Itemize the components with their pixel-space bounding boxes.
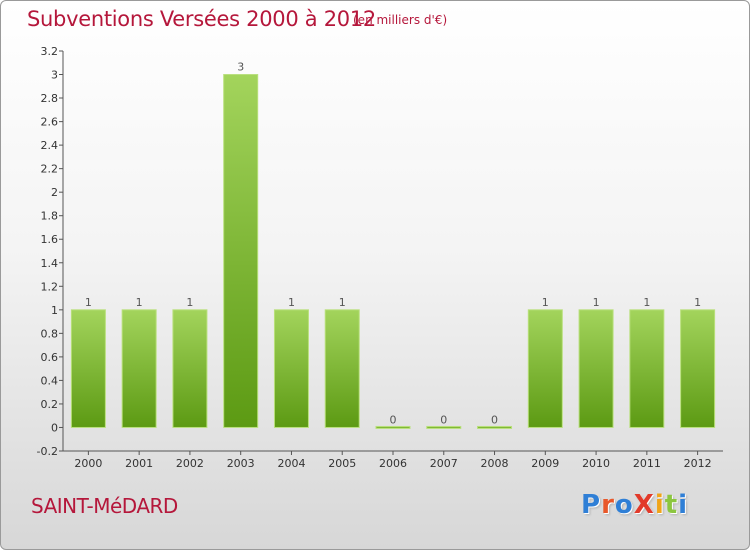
y-tick-label: 3 [51, 69, 58, 82]
bar-value-label: 1 [593, 296, 600, 309]
y-tick-label: 1.4 [41, 257, 59, 270]
x-tick-label: 2012 [684, 457, 712, 470]
bar-value-label: 3 [237, 61, 244, 74]
bar[interactable] [273, 309, 309, 428]
bar[interactable] [578, 309, 614, 428]
value-labels: 1 1 1 3 1 1 0 0 0 1 1 1 1 [85, 61, 701, 427]
y-tick-label: 0 [51, 421, 58, 434]
chart-title: Subventions Versées 2000 à 2012 [27, 7, 376, 31]
logo-letter: i [678, 490, 689, 520]
bar[interactable] [426, 425, 462, 429]
y-tick-label: 0.2 [41, 398, 59, 411]
bar-value-label: 0 [440, 413, 447, 426]
x-tick-label: 2001 [125, 457, 153, 470]
y-tick-label: 1.6 [41, 233, 59, 246]
x-tick-label: 2003 [227, 457, 255, 470]
y-axis: -0.2 0 0.2 0.4 0.6 0.8 1 1.2 1.4 1.6 1.8 2 2.2 2.4 2.6… [37, 45, 64, 458]
x-tick-label: 2007 [430, 457, 458, 470]
y-tick-label: 1 [51, 304, 58, 317]
commune-name: SAINT-MéDARD [31, 494, 178, 518]
logo-letter: X [633, 490, 655, 520]
y-tick-label: 2.8 [41, 92, 59, 105]
bar[interactable] [375, 425, 411, 429]
x-tick-label: 2004 [277, 457, 305, 470]
bar[interactable] [324, 309, 360, 428]
bar[interactable] [70, 309, 106, 428]
bar-value-label: 1 [694, 296, 701, 309]
bar-value-label: 1 [186, 296, 193, 309]
bar[interactable] [680, 309, 716, 428]
logo-letter: r [601, 490, 615, 520]
bar[interactable] [629, 309, 665, 428]
y-tick-label: 1.8 [41, 210, 59, 223]
y-tick-label: 2 [51, 186, 58, 199]
x-tick-label: 2008 [481, 457, 509, 470]
x-tick-label: 2006 [379, 457, 407, 470]
logo-letter: t [664, 490, 679, 520]
y-tick-label: 0.6 [41, 351, 59, 364]
bar-value-label: 1 [85, 296, 92, 309]
bar-value-label: 0 [390, 413, 397, 426]
y-tick-label: 1.2 [41, 280, 59, 293]
y-tick-label: 3.2 [41, 45, 59, 58]
logo-letter: o [614, 490, 634, 520]
x-axis: 2000 2001 2002 2003 2004 2005 2006 2007 2008 2009… [63, 450, 723, 470]
x-tick-label: 2002 [176, 457, 204, 470]
x-tick-label: 2010 [582, 457, 610, 470]
proxiti-logo[interactable]: ProXiti [581, 490, 688, 520]
y-tick-label: 2.6 [41, 116, 59, 129]
bar[interactable] [477, 425, 513, 429]
x-tick-label: 2009 [531, 457, 559, 470]
bar-value-label: 0 [491, 413, 498, 426]
x-tick-label: 2000 [74, 457, 102, 470]
bar[interactable] [172, 309, 208, 428]
x-tick-label: 2005 [328, 457, 356, 470]
bar-value-label: 1 [542, 296, 549, 309]
y-tick-label: -0.2 [37, 445, 58, 458]
chart-unit-note: (en milliers d'€) [353, 13, 448, 27]
bar-value-label: 1 [288, 296, 295, 309]
x-tick-label: 2011 [633, 457, 661, 470]
logo-letter: P [581, 490, 602, 520]
bar-value-label: 1 [339, 296, 346, 309]
bar[interactable] [223, 74, 259, 428]
y-tick-label: 0.8 [41, 327, 59, 340]
logo-letter: i [654, 490, 665, 520]
bar[interactable] [527, 309, 563, 428]
bar[interactable] [121, 309, 157, 428]
bars [70, 74, 716, 429]
bar-value-label: 1 [643, 296, 650, 309]
y-tick-label: 0.4 [41, 374, 59, 387]
bar-value-label: 1 [136, 296, 143, 309]
y-tick-label: 2.4 [41, 139, 59, 152]
y-tick-label: 2.2 [41, 163, 59, 176]
